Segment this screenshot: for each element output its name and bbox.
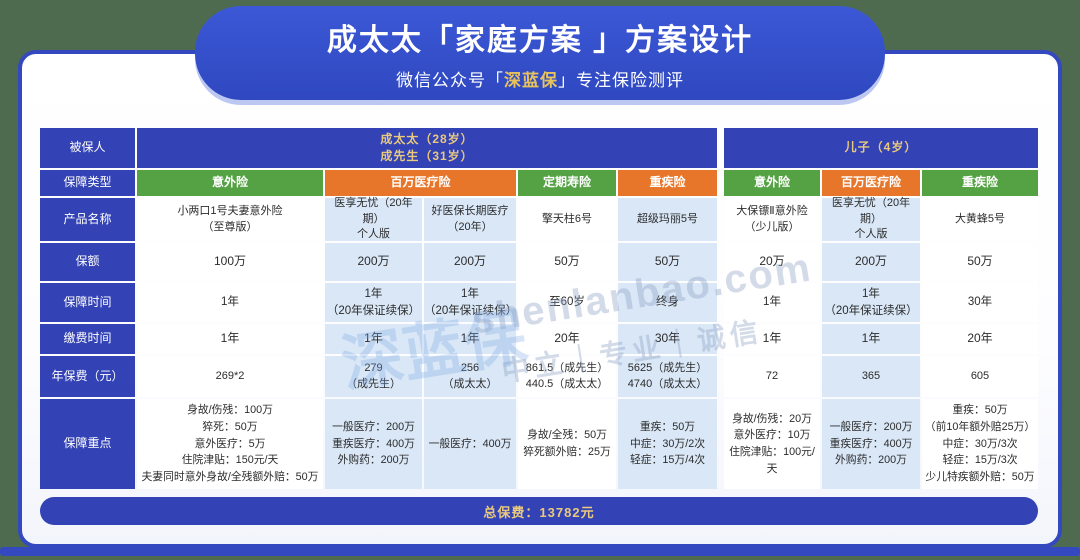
- coverage-term: 终身: [618, 283, 717, 322]
- coverage-amount: 200万: [822, 243, 920, 281]
- insured-adult: 成太太（28岁） 成先生（31岁）: [137, 128, 717, 168]
- payment-term: 1年: [724, 324, 820, 354]
- annual-premium: 256 （成太太）: [424, 356, 516, 397]
- coverage-term: 1年 （20年保证续保）: [424, 283, 517, 322]
- coverage-highlights: 一般医疗：200万 重疾医疗：400万 外购药：200万: [325, 399, 422, 489]
- payment-term: 1年: [424, 324, 516, 354]
- row-label-premium: 年保费（元）: [40, 356, 135, 397]
- annual-premium: 861.5（成先生） 440.5（成太太）: [518, 356, 616, 397]
- payment-term: 20年: [518, 324, 616, 354]
- annual-premium: 269*2: [137, 356, 323, 397]
- coverage-term: 1年: [137, 283, 323, 322]
- coverage-highlights: 重疾：50万 中症：30万/2次 轻症：15万/4次: [618, 399, 717, 489]
- bottom-accent-band: [0, 547, 1080, 556]
- payment-term: 1年: [325, 324, 422, 354]
- coverage-term: 1年 （20年保证续保）: [822, 283, 920, 322]
- annual-premium: 365: [822, 356, 920, 397]
- product-name: 超级玛丽5号: [618, 198, 717, 241]
- coverage-term: 1年 （20年保证续保）: [325, 283, 422, 322]
- type-critical-adult: 重疾险: [618, 170, 717, 196]
- comparison-table: 被保人 成太太（28岁） 成先生（31岁） 儿子（4岁） 保障类型 意外险 百万…: [40, 128, 1038, 489]
- product-name: 大黄蜂5号: [922, 198, 1038, 241]
- product-name: 擎天柱6号: [518, 198, 616, 241]
- type-critical-child: 重疾险: [922, 170, 1038, 196]
- coverage-highlights: 身故/伤残：20万 意外医疗：10万 住院津贴：100元/天: [724, 399, 820, 489]
- coverage-highlights: 一般医疗：400万: [424, 399, 516, 489]
- coverage-highlights: 重疾：50万 （前10年额外赔25万） 中症：30万/3次 轻症：15万/3次 …: [922, 399, 1038, 489]
- row-label-payment: 缴费时间: [40, 324, 135, 354]
- product-name: 好医保长期医疗 （20年）: [424, 198, 516, 241]
- annual-premium: 605: [922, 356, 1038, 397]
- row-label-insured: 被保人: [40, 128, 135, 168]
- coverage-amount: 50万: [618, 243, 717, 281]
- payment-term: 1年: [137, 324, 323, 354]
- product-name: 医享无忧（20年期） 个人版: [822, 197, 920, 241]
- payment-term: 30年: [618, 324, 717, 354]
- type-accident-child: 意外险: [724, 170, 820, 196]
- insured-child: 儿子（4岁）: [724, 128, 1038, 168]
- payment-term: 1年: [822, 324, 920, 354]
- coverage-amount: 50万: [922, 243, 1038, 281]
- row-label-product: 产品名称: [40, 198, 135, 241]
- product-name: 医享无忧（20年期） 个人版: [325, 197, 422, 241]
- type-medical-child: 百万医疗险: [822, 170, 920, 196]
- type-medical-adult: 百万医疗险: [325, 170, 516, 196]
- coverage-highlights: 身故/全残：50万 猝死额外赔：25万: [518, 399, 616, 489]
- annual-premium: 279 （成先生）: [325, 356, 422, 397]
- annual-premium: 5625（成先生） 4740（成太太）: [618, 356, 717, 397]
- row-label-type: 保障类型: [40, 170, 135, 196]
- coverage-amount: 100万: [137, 243, 323, 281]
- subtitle-prefix: 微信公众号「: [396, 71, 504, 90]
- total-premium-bar: 总保费：13782元: [40, 497, 1038, 525]
- total-premium-label: 总保费：13782元: [483, 504, 595, 520]
- page-subtitle: 微信公众号「深蓝保」专注保险测评: [396, 66, 684, 91]
- coverage-highlights: 一般医疗：200万 重疾医疗：400万 外购药：200万: [822, 399, 920, 489]
- product-name: 小两口1号夫妻意外险 （至尊版）: [137, 198, 323, 241]
- type-accident-adult: 意外险: [137, 170, 323, 196]
- type-term-life: 定期寿险: [518, 170, 616, 196]
- coverage-amount: 50万: [518, 243, 616, 281]
- coverage-highlights: 身故/伤残：100万 猝死：50万 意外医疗：5万 住院津贴：150元/天 夫妻…: [137, 399, 323, 489]
- header-banner: 成太太「家庭方案 」方案设计 微信公众号「深蓝保」专注保险测评: [195, 6, 885, 100]
- payment-term: 20年: [922, 324, 1038, 354]
- row-label-amount: 保额: [40, 243, 135, 281]
- row-label-term: 保障时间: [40, 283, 135, 322]
- coverage-amount: 200万: [325, 243, 422, 281]
- coverage-term: 至60岁: [518, 283, 616, 322]
- coverage-amount: 200万: [424, 243, 516, 281]
- coverage-amount: 20万: [724, 243, 820, 281]
- annual-premium: 72: [724, 356, 820, 397]
- brand-name: 深蓝保: [504, 71, 558, 90]
- subtitle-suffix: 」专注保险测评: [558, 71, 684, 90]
- coverage-term: 1年: [724, 283, 820, 322]
- page-title: 成太太「家庭方案 」方案设计: [326, 24, 754, 57]
- product-name: 大保镖Ⅱ意外险 （少儿版）: [724, 198, 820, 241]
- row-label-highlights: 保障重点: [40, 399, 135, 489]
- coverage-term: 30年: [922, 283, 1038, 322]
